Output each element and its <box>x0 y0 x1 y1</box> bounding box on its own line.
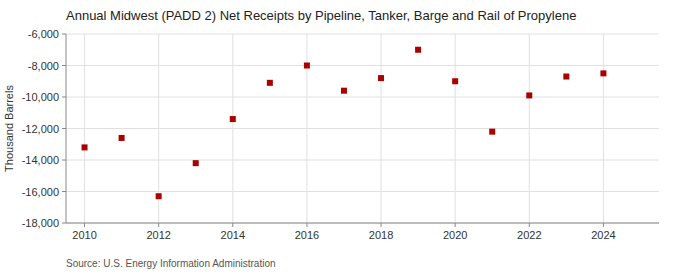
point <box>119 135 125 141</box>
grid-line-y <box>66 34 659 35</box>
y-tick <box>62 97 66 98</box>
point <box>304 63 310 69</box>
y-tick-label: -8,000 <box>28 60 59 72</box>
source: Source: U.S. Energy Information Administ… <box>66 258 276 269</box>
y-tick-label: -6,000 <box>28 28 59 40</box>
x-tick <box>603 223 604 227</box>
grid-line-x <box>603 34 604 223</box>
title: Annual Midwest (PADD 2) Net Receipts by … <box>66 8 576 23</box>
x-tick <box>84 223 85 227</box>
background <box>0 0 675 275</box>
x-tick <box>455 223 456 227</box>
grid-line-x <box>529 34 530 223</box>
point <box>156 193 162 199</box>
x-tick <box>381 223 382 227</box>
x-tick-label: 2014 <box>221 229 245 241</box>
point <box>526 92 532 98</box>
grid-line-x <box>455 34 456 223</box>
x-tick-label: 2020 <box>443 229 467 241</box>
grid-line-y <box>66 191 659 192</box>
y-axis-label: Thousand Barrels <box>3 85 15 172</box>
x-tick-label: 2012 <box>146 229 170 241</box>
point <box>230 116 236 122</box>
y-tick <box>62 160 66 161</box>
x-tick-label: 2018 <box>369 229 393 241</box>
grid-line-x <box>232 34 233 223</box>
grid-line-x <box>306 34 307 223</box>
y-tick <box>62 223 66 224</box>
y-tick <box>62 65 66 66</box>
point <box>267 80 273 86</box>
grid-line-y <box>66 160 659 161</box>
point <box>193 160 199 166</box>
x-tick <box>232 223 233 227</box>
x-tick-label: 2022 <box>517 229 541 241</box>
grid-line-y <box>66 223 659 224</box>
x-tick-label: 2010 <box>72 229 96 241</box>
grid-line-x <box>84 34 85 223</box>
point <box>415 47 421 53</box>
points <box>82 47 607 199</box>
x-axis-line <box>66 223 659 224</box>
chart: 20102012201420162018202020222024-18,000-… <box>0 0 675 275</box>
point <box>489 129 495 135</box>
y-tick-label: -12,000 <box>22 123 59 135</box>
y-tick-label: -14,000 <box>22 154 59 166</box>
point <box>563 74 569 80</box>
point <box>600 70 606 76</box>
grid-line-x <box>381 34 382 223</box>
point <box>378 75 384 81</box>
y-tick <box>62 191 66 192</box>
point <box>341 88 347 94</box>
grid-line-y <box>66 128 659 129</box>
y-tick-label: -16,000 <box>22 186 59 198</box>
y-tick-label: -18,000 <box>22 217 59 229</box>
grid-line-y <box>66 65 659 66</box>
y-axis: -18,000 -16,000 -14,000 -12,000 -10,000 -8,00… <box>22 28 66 229</box>
x-tick <box>158 223 159 227</box>
x-tick-label: 2016 <box>295 229 319 241</box>
point <box>82 144 88 150</box>
grid-line-y <box>66 97 659 98</box>
x-tick <box>306 223 307 227</box>
x-tick <box>529 223 530 227</box>
y-tick <box>62 34 66 35</box>
grid <box>66 34 659 223</box>
y-tick <box>62 128 66 129</box>
y-tick-label: -10,000 <box>22 91 59 103</box>
x-axis: 2010 2012 2014 2016 2018 2020 2022 2024 <box>72 223 615 241</box>
point <box>452 78 458 84</box>
x-tick-label: 2024 <box>591 229 615 241</box>
